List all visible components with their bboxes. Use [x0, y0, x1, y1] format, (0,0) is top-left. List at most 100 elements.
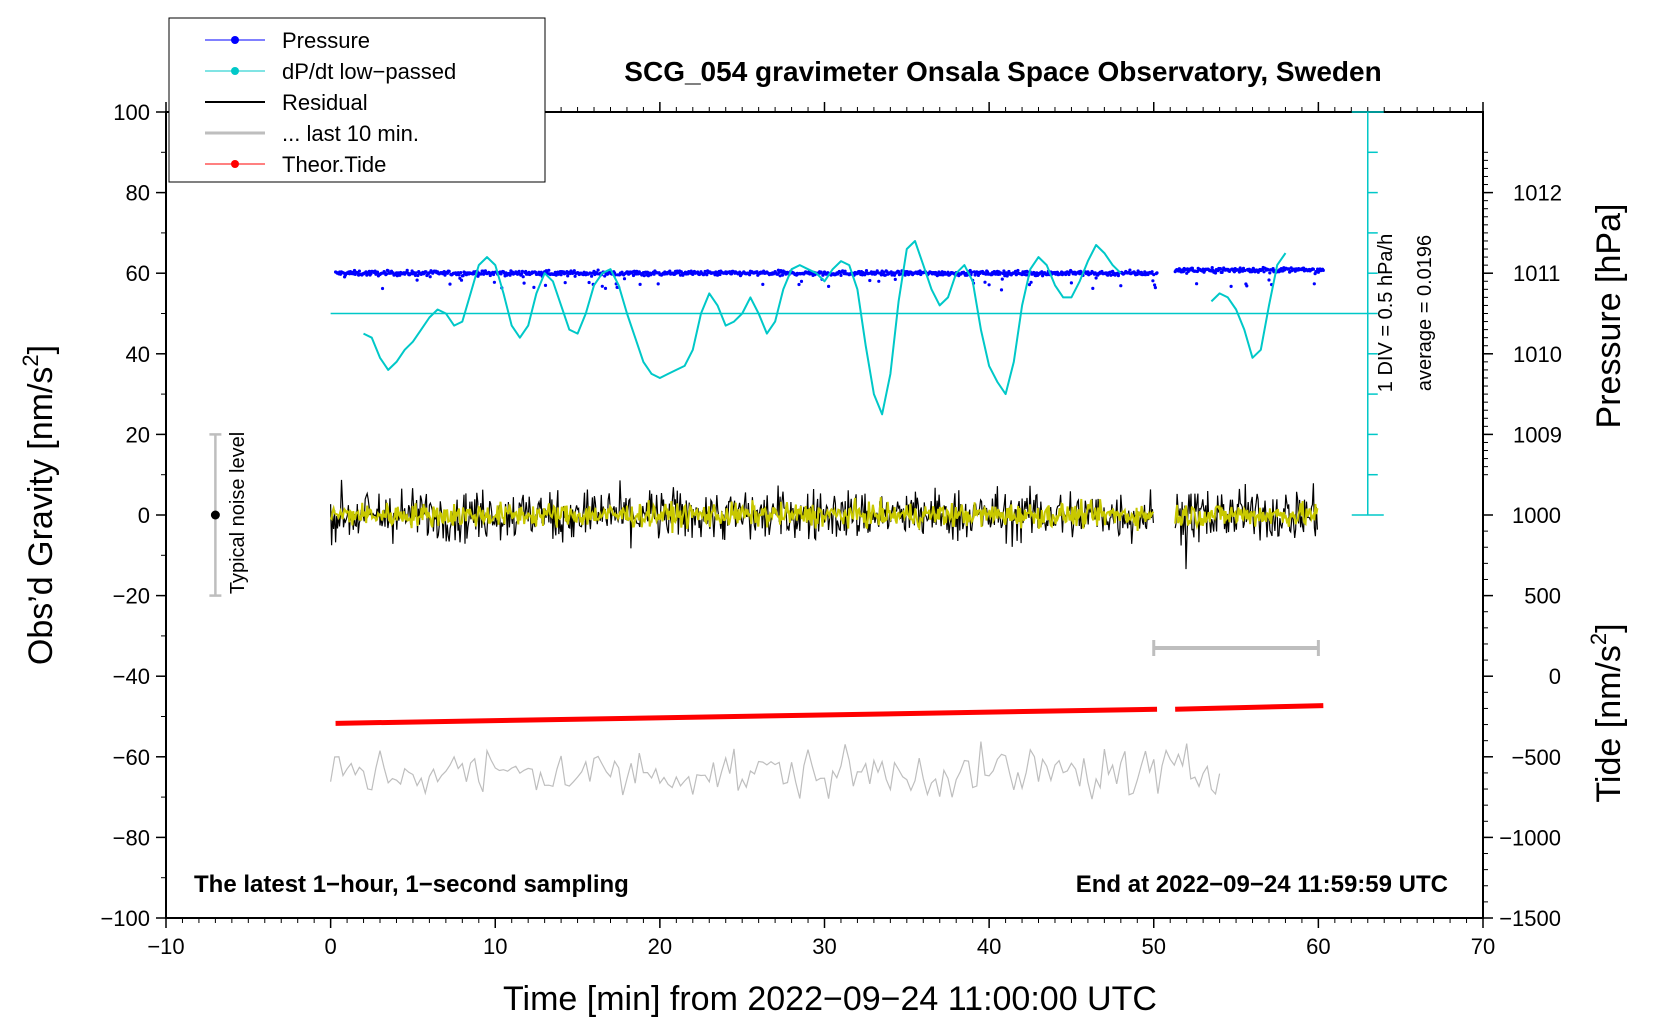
series-residual-segment-1 [1174, 483, 1318, 570]
noise-bar-center [210, 510, 220, 520]
pressure-point [603, 286, 608, 290]
data-layer [329, 240, 1325, 800]
pressure-point [566, 274, 570, 278]
x-axis-label: Time [min] from 2022−09−24 11:00:00 UTC [503, 980, 1157, 1018]
pressure-point [1262, 270, 1266, 274]
pressure-point [448, 282, 452, 286]
pressure-point [522, 281, 526, 285]
pressure-point [897, 270, 901, 274]
y-tick-label: −20 [113, 584, 150, 609]
pressure-point [1032, 271, 1036, 275]
legend-label-dpdt: dP/dt low−passed [282, 59, 456, 84]
series-pressure-segment-0 [334, 268, 1159, 292]
pressure-point [600, 284, 604, 288]
pressure-point [1229, 284, 1233, 288]
pressure-point [459, 278, 464, 282]
pressure-point [457, 273, 461, 277]
annotation-end-time: End at 2022−09−24 11:59:59 UTC [1076, 871, 1448, 898]
pressure-point [827, 284, 831, 288]
pressure-point [543, 283, 548, 287]
pressure-point [689, 269, 693, 273]
pressure-point [883, 273, 888, 277]
pressure-tick-label: 1011 [1513, 261, 1560, 286]
tide-tick-label: −1500 [1499, 906, 1561, 931]
legend-marker-tide [231, 160, 239, 168]
pressure-point [738, 270, 742, 274]
pressure-point [375, 270, 380, 274]
noise-level-label: Typical noise level [227, 432, 249, 594]
pressure-point [596, 268, 600, 272]
pressure-point [778, 274, 782, 278]
y-tick-label: 20 [126, 422, 150, 447]
legend-item-pressure: Pressure [205, 28, 370, 53]
x-tick-label: 30 [812, 934, 836, 959]
y-axis-pressure-label: Pressure [hPa] [1590, 204, 1628, 429]
pressure-point [799, 279, 804, 283]
pressure-point [1316, 270, 1320, 274]
div-label: 1 DIV = 0.5 hPa/h [1375, 234, 1397, 392]
pressure-point [416, 273, 420, 278]
pressure-point [424, 270, 428, 274]
pressure-point [1155, 271, 1159, 275]
pressure-tick-label: 1010 [1513, 342, 1562, 367]
pressure-point [985, 270, 990, 274]
y-axis-tide-label-main: Tide [nm/s [1590, 645, 1628, 802]
y-axis-tide-label: Tide [nm/s2] [1586, 623, 1628, 802]
pressure-point [1119, 284, 1123, 288]
pressure-point [1210, 266, 1214, 270]
pressure-point [521, 275, 525, 279]
legend-marker-pressure [231, 36, 239, 44]
pressure-point [1069, 281, 1073, 285]
pressure-point [1128, 268, 1132, 272]
pressure-point [987, 283, 991, 287]
pressure-point [748, 273, 752, 277]
ten-minute-bar [1152, 639, 1320, 656]
pressure-point [642, 274, 646, 278]
pressure-point [882, 270, 886, 274]
pressure-point [1040, 270, 1044, 274]
pressure-point [864, 269, 869, 273]
series-dp-dt-low-passed-segment-1 [1210, 252, 1287, 359]
legend-marker-dpdt [231, 67, 239, 75]
pressure-point [573, 274, 577, 278]
pressure-point [1002, 269, 1006, 273]
pressure-point [1267, 278, 1271, 282]
pressure-point [1027, 283, 1032, 287]
pressure-point [413, 273, 417, 277]
y-tick-label: −80 [113, 825, 150, 850]
pressure-point [357, 269, 361, 273]
pressure-point [414, 271, 418, 275]
series-last-10-min-segment-0 [330, 741, 1221, 800]
x-tick-label: 40 [977, 934, 1001, 959]
pressure-point [1213, 271, 1218, 275]
pressure-point [1153, 283, 1157, 287]
pressure-point [761, 282, 765, 286]
y-tick-label: 80 [126, 181, 150, 206]
y-tick-label: 60 [126, 261, 150, 286]
axes-layer: −10 0 10 20 30 40 50 60 70−100−80−60−40−20020406… [100, 100, 1562, 959]
pressure-point [367, 269, 371, 273]
y-tick-label: 0 [138, 503, 150, 528]
legend-label-last10: ... last 10 min. [282, 121, 419, 146]
series-residual-smoothed-segment-1 [1174, 501, 1319, 531]
pressure-point [481, 269, 485, 273]
pressure-point [892, 271, 896, 275]
chart-title: SCG_054 gravimeter Onsala Space Observat… [624, 56, 1381, 87]
pressure-point [679, 270, 683, 274]
pressure-point [1218, 267, 1222, 271]
pressure-point [1321, 268, 1325, 272]
series-pressure-segment-1 [1173, 265, 1325, 288]
pressure-point [819, 270, 823, 274]
x-tick-label: 20 [648, 934, 672, 959]
y-tick-label: 40 [126, 342, 150, 367]
pressure-point [1268, 271, 1272, 275]
pressure-point [1245, 284, 1249, 288]
overlay-layer [209, 111, 1384, 656]
pressure-point [386, 269, 390, 273]
pressure-point [868, 278, 872, 283]
pressure-point [1151, 279, 1155, 283]
pressure-point [1287, 267, 1291, 271]
pressure-point [638, 282, 642, 286]
pressure-point [1116, 274, 1120, 278]
